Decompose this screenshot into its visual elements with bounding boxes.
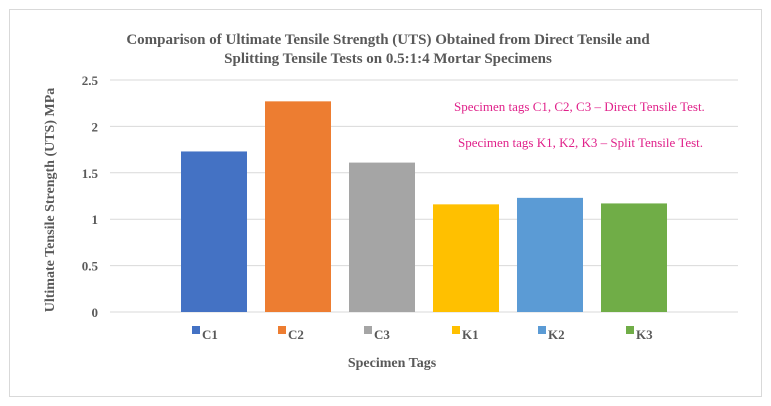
y-tick-label: 1	[92, 212, 99, 227]
y-tick-label: 1.5	[82, 166, 99, 181]
y-tick-labels: 0 0.5 1 1.5 2 2.5	[82, 73, 99, 320]
bar-k2	[517, 197, 583, 312]
bar-c1	[181, 151, 247, 312]
legend-swatch-k1	[452, 326, 460, 334]
legend-label-c2: C2	[288, 327, 304, 342]
legend-label-k2: K2	[548, 327, 565, 342]
bar-c3	[349, 162, 415, 312]
y-tick-label: 2	[92, 119, 99, 134]
annotation-direct-test: Specimen tags C1, C2, C3 – Direct Tensil…	[454, 99, 705, 114]
legend-swatch-c2	[278, 326, 286, 334]
chart-title-line-1: Comparison of Ultimate Tensile Strength …	[126, 32, 650, 48]
legend: C1 C2 C3 K1 K2 K3	[192, 326, 653, 342]
bar-k3	[601, 203, 667, 312]
y-tick-label: 0	[92, 305, 99, 320]
bars	[181, 101, 667, 313]
legend-swatch-c1	[192, 326, 200, 334]
legend-label-k3: K3	[636, 327, 653, 342]
bar-k1	[433, 204, 499, 312]
chart-title-line-2: Splitting Tensile Tests on 0.5:1:4 Morta…	[224, 51, 552, 67]
legend-label-c1: C1	[202, 327, 218, 342]
legend-label-k1: K1	[462, 327, 479, 342]
legend-label-c3: C3	[374, 327, 390, 342]
x-axis-title: Specimen Tags	[348, 356, 437, 371]
y-axis-title: Ultimate Tensile Strength (UTS) MPa	[43, 88, 58, 313]
y-tick-label: 0.5	[82, 259, 99, 274]
legend-swatch-c3	[364, 326, 372, 334]
legend-swatch-k2	[538, 326, 546, 334]
annotation-split-test: Specimen tags K1, K2, K3 – Split Tensile…	[458, 135, 703, 150]
bar-c2	[265, 101, 331, 313]
legend-swatch-k3	[626, 326, 634, 334]
y-tick-label: 2.5	[82, 73, 99, 88]
